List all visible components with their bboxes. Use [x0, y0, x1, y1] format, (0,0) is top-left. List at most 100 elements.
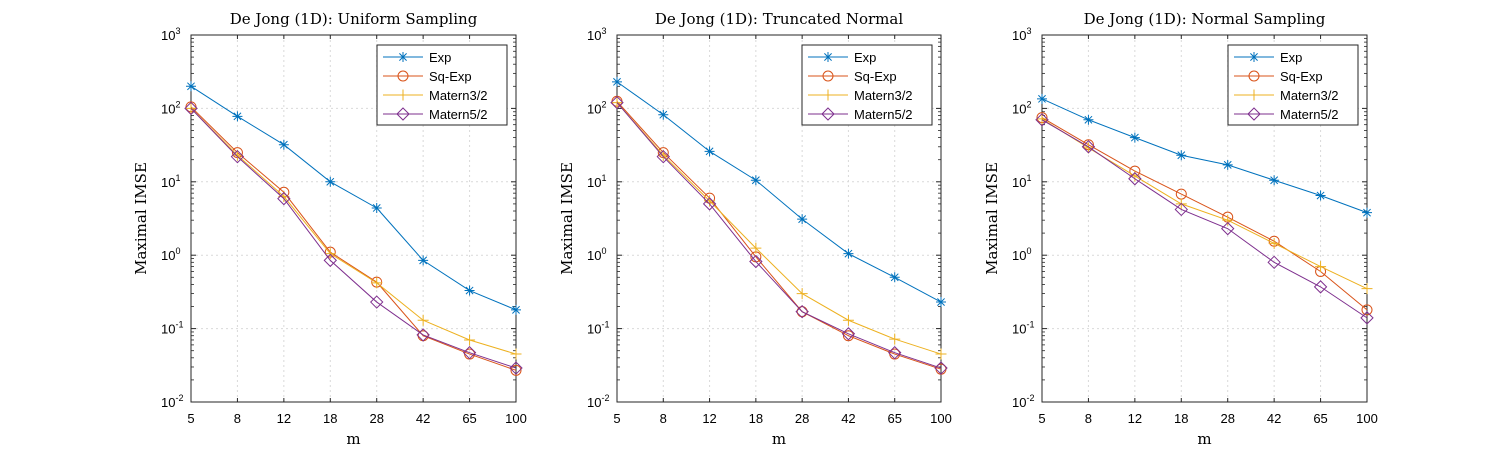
legend-marker	[821, 107, 835, 121]
series-line	[190, 85, 517, 311]
data-point	[1315, 261, 1327, 273]
x-tick-label: 8	[234, 411, 241, 426]
legend: Exp Sq-Exp Matern3/2 Matern5/2	[1227, 44, 1359, 126]
x-tick-label: 18	[749, 411, 763, 426]
x-tick-label: 28	[369, 411, 383, 426]
legend-label: Exp	[854, 50, 876, 65]
data-point	[1267, 255, 1281, 270]
x-axis-label: m	[1197, 430, 1211, 448]
data-point	[511, 304, 521, 315]
data-point	[464, 285, 475, 296]
data-point	[509, 361, 523, 375]
data-point	[796, 288, 808, 300]
legend-marker	[1247, 107, 1261, 121]
data-point	[370, 295, 384, 309]
x-tick-label: 12	[1128, 411, 1142, 426]
legend-label: Matern3/2	[854, 88, 913, 103]
data-point	[750, 242, 762, 254]
data-point	[230, 149, 245, 164]
axes-box	[1041, 34, 1368, 403]
x-tick-label: 42	[841, 411, 855, 426]
legend-label: Matern5/2	[429, 107, 488, 122]
legend-item: Sq-Exp	[383, 69, 472, 84]
legend-item: Exp	[808, 50, 876, 65]
data-point	[278, 139, 289, 150]
y-tick-label: 10-1	[587, 320, 609, 337]
chart-title: De Jong (1D): Uniform Sampling	[230, 10, 478, 28]
chart-panel-1: 5 8 12 18 28 42 65 100 10-2 10-1 100 101 102 103 De Jo…	[132, 10, 527, 448]
y-tick-label: 103	[161, 26, 180, 43]
data-point	[1129, 132, 1140, 143]
y-tick-label: 102	[1012, 99, 1031, 116]
data-point	[889, 272, 900, 283]
series-line	[616, 81, 942, 303]
data-point	[936, 297, 946, 308]
series-line	[616, 102, 942, 355]
legend-label: Matern3/2	[429, 88, 488, 103]
legend-marker	[822, 70, 834, 82]
data-point	[888, 345, 902, 360]
data-point	[1081, 140, 1096, 154]
data-point	[1082, 142, 1094, 154]
x-tick-label: 12	[702, 411, 716, 426]
data-point	[324, 248, 336, 260]
y-tick-label: 10-1	[1012, 320, 1034, 337]
x-axis-label: m	[772, 430, 786, 448]
data-point	[611, 97, 623, 109]
x-tick-label: 65	[887, 411, 901, 426]
legend-item: Sq-Exp	[808, 69, 897, 84]
y-tick-label: 102	[161, 99, 180, 116]
y-tick-label: 10-1	[161, 320, 183, 337]
legend-item: Matern5/2	[808, 107, 913, 122]
x-tick-label: 12	[277, 411, 291, 426]
legend-label: Matern5/2	[854, 107, 913, 122]
legend-item: Matern3/2	[808, 88, 913, 103]
data-point	[841, 327, 856, 341]
legend-item: Matern3/2	[1234, 88, 1339, 103]
data-point	[186, 81, 196, 92]
data-point	[843, 248, 854, 259]
chart-panel-3: 5 8 12 18 28 42 65 100 10-2 10-1 100 101 102 103 De Jo…	[983, 10, 1378, 448]
x-tick-label: 18	[323, 411, 337, 426]
series-matern3-2	[611, 97, 947, 360]
data-point	[1269, 175, 1280, 186]
data-point	[418, 255, 429, 266]
data-point	[657, 149, 669, 161]
data-point	[417, 314, 429, 326]
data-point	[1268, 237, 1280, 249]
x-tick-label: 65	[462, 411, 476, 426]
series-matern5-2	[184, 101, 523, 375]
series-line	[1041, 98, 1368, 214]
legend-marker	[823, 52, 833, 62]
series-line	[190, 108, 517, 369]
data-point	[1361, 283, 1373, 295]
legend-marker	[822, 89, 834, 101]
y-tick-label: 10-2	[1012, 393, 1034, 410]
y-tick-label: 101	[161, 173, 180, 190]
series-line	[190, 106, 517, 371]
data-point	[1222, 214, 1234, 226]
y-tick-label: 100	[1012, 246, 1031, 263]
legend-marker	[398, 52, 408, 62]
data-point	[1036, 113, 1048, 125]
y-tick-label: 101	[587, 173, 606, 190]
legend: Exp Sq-Exp Matern3/2 Matern5/2	[801, 44, 933, 126]
x-tick-label: 100	[930, 411, 952, 426]
legend-item: Exp	[383, 50, 451, 65]
data-point	[749, 254, 763, 269]
x-tick-label: 65	[1313, 411, 1327, 426]
legend-marker	[1249, 52, 1259, 62]
data-point	[462, 345, 477, 360]
data-point	[889, 333, 901, 345]
y-axis-label: Maximal IMSE	[983, 162, 1001, 275]
legend-label: Exp	[429, 50, 451, 65]
legend-label: Sq-Exp	[1280, 69, 1323, 84]
series-exp	[186, 81, 521, 315]
legend-marker	[397, 89, 409, 101]
legend-label: Sq-Exp	[854, 69, 897, 84]
chart-title: De Jong (1D): Truncated Normal	[655, 10, 903, 28]
x-tick-label: 42	[416, 411, 430, 426]
y-tick-label: 102	[587, 99, 606, 116]
data-point	[277, 191, 291, 206]
y-tick-label: 103	[587, 26, 606, 43]
